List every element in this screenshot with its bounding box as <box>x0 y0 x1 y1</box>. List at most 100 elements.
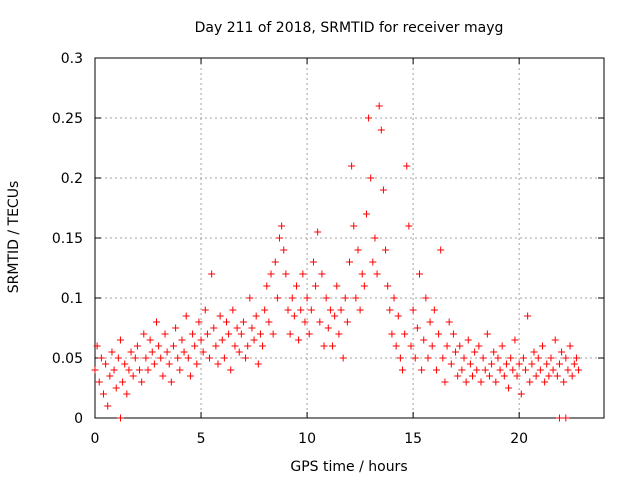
data-point <box>390 294 398 302</box>
data-point <box>424 354 432 362</box>
data-point <box>210 324 218 332</box>
grid <box>95 58 604 418</box>
data-point <box>104 402 112 410</box>
data-point <box>507 354 515 362</box>
data-point <box>288 294 296 302</box>
data-point <box>212 342 220 350</box>
data-point <box>333 282 341 290</box>
data-point <box>309 258 317 266</box>
data-point <box>360 282 368 290</box>
data-point <box>388 330 396 338</box>
data-point <box>214 360 222 368</box>
data-point <box>373 270 381 278</box>
data-point <box>267 270 275 278</box>
data-point <box>524 312 532 320</box>
data-point <box>263 282 271 290</box>
data-point <box>456 342 464 350</box>
data-point <box>452 348 460 356</box>
data-point <box>515 360 523 368</box>
data-point <box>562 354 570 362</box>
data-point <box>246 294 254 302</box>
data-point <box>441 378 449 386</box>
data-point <box>138 378 146 386</box>
data-point <box>229 306 237 314</box>
data-point <box>195 318 203 326</box>
data-point <box>295 336 303 344</box>
data-point <box>536 366 544 374</box>
data-point <box>568 372 576 380</box>
data-point <box>543 360 551 368</box>
data-point <box>384 282 392 290</box>
data-point <box>186 372 194 380</box>
data-point <box>471 348 479 356</box>
data-point <box>318 270 326 278</box>
data-point <box>106 372 114 380</box>
data-point <box>555 414 563 422</box>
data-point <box>377 126 385 134</box>
y-tick-label: 0.2 <box>61 171 83 187</box>
data-point <box>112 384 120 392</box>
y-tick-label: 0.05 <box>52 351 83 367</box>
data-point <box>401 330 409 338</box>
data-point <box>189 330 197 338</box>
data-point <box>379 186 387 194</box>
data-point <box>496 366 504 374</box>
data-point <box>248 324 256 332</box>
data-point <box>365 114 373 122</box>
data-point <box>146 336 154 344</box>
data-point <box>301 318 309 326</box>
data-point <box>312 282 320 290</box>
data-point <box>284 306 292 314</box>
y-tick-label: 0.25 <box>52 111 83 127</box>
data-point <box>144 366 152 374</box>
data-point <box>551 336 559 344</box>
data-point <box>165 360 173 368</box>
data-point <box>570 360 578 368</box>
data-point <box>108 348 116 356</box>
data-point <box>572 354 580 362</box>
data-point <box>110 366 118 374</box>
data-point <box>201 306 209 314</box>
data-point <box>172 324 180 332</box>
data-point <box>371 234 379 242</box>
data-point <box>176 366 184 374</box>
data-point <box>541 378 549 386</box>
x-tick-label: 15 <box>404 431 422 447</box>
data-point <box>155 342 163 350</box>
data-point <box>511 336 519 344</box>
data-point <box>432 366 440 374</box>
data-point <box>354 246 362 254</box>
data-point <box>278 222 286 230</box>
data-point <box>102 360 110 368</box>
data-point <box>430 306 438 314</box>
data-point <box>256 330 264 338</box>
data-point <box>490 348 498 356</box>
data-point <box>343 318 351 326</box>
data-point <box>350 222 358 230</box>
data-point <box>178 336 186 344</box>
data-point <box>394 312 402 320</box>
data-point <box>150 360 158 368</box>
data-point <box>439 354 447 362</box>
data-point <box>273 294 281 302</box>
data-point <box>409 306 417 314</box>
data-point <box>477 378 485 386</box>
data-point <box>532 372 540 380</box>
data-point <box>227 366 235 374</box>
data-point <box>235 348 243 356</box>
y-axis-label: SRMTID / TECUs <box>6 181 22 294</box>
y-tick-label: 0.1 <box>61 291 83 307</box>
data-point <box>180 348 188 356</box>
data-point <box>97 354 105 362</box>
data-point <box>199 348 207 356</box>
data-point <box>95 378 103 386</box>
data-point <box>220 354 228 362</box>
data-point <box>233 324 241 332</box>
data-point <box>420 336 428 344</box>
data-point <box>464 336 472 344</box>
data-point <box>116 336 124 344</box>
data-point <box>136 366 144 374</box>
data-point <box>324 324 332 332</box>
data-point <box>161 330 169 338</box>
data-point <box>435 330 443 338</box>
